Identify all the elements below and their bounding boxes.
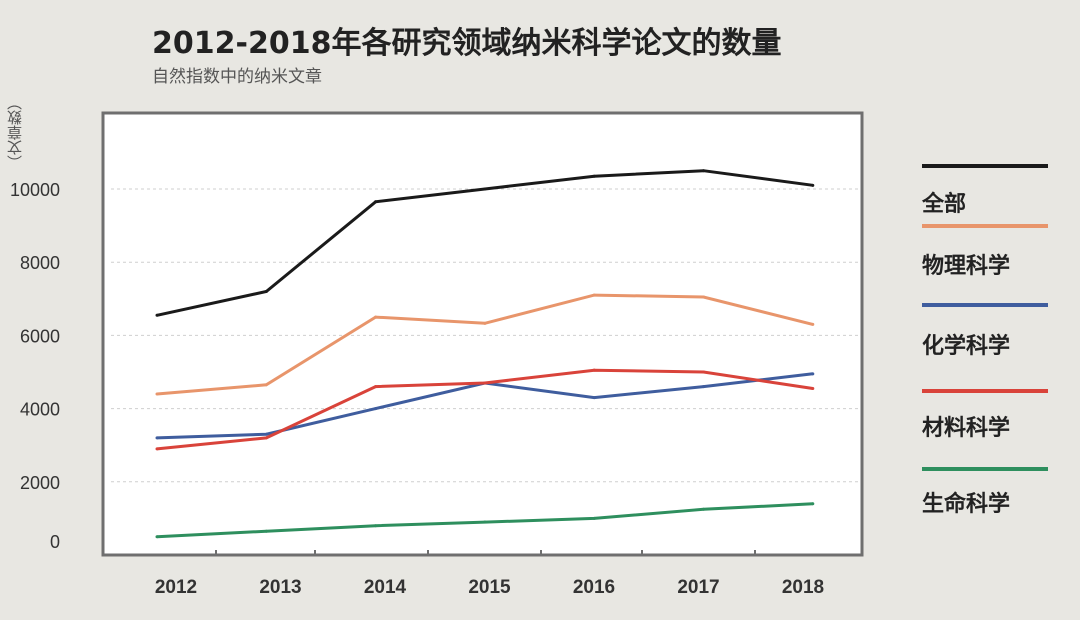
data-point (811, 386, 815, 390)
data-point (264, 289, 268, 293)
data-point (811, 183, 815, 187)
x-tick-label: 2012 (155, 577, 197, 598)
y-tick-label: 8000 (20, 253, 60, 273)
data-point (702, 370, 705, 374)
data-point (374, 524, 378, 528)
legend-label: 全部 (922, 192, 967, 217)
data-point (702, 295, 705, 299)
y-tick-label: 0 (50, 532, 60, 552)
plot-area (103, 113, 862, 555)
data-point (374, 407, 378, 411)
data-point (264, 432, 268, 436)
data-point (592, 396, 596, 400)
chart-subtitle: 自然指数中的纳米文章 (152, 67, 322, 87)
data-point (483, 321, 487, 325)
x-tick-label: 2015 (468, 577, 511, 598)
data-point (702, 169, 705, 173)
data-point (155, 535, 159, 539)
data-point (155, 392, 159, 396)
x-tick-label: 2014 (364, 577, 407, 598)
x-tick-label: 2013 (259, 577, 301, 598)
data-point (483, 520, 487, 524)
x-tick-label: 2017 (677, 577, 719, 598)
data-point (155, 436, 159, 440)
data-point (592, 368, 596, 372)
data-point (483, 187, 487, 191)
legend-label: 材料科学 (922, 416, 1011, 441)
y-tick-label: 4000 (20, 400, 60, 420)
legend-label: 生命科学 (922, 492, 1011, 517)
data-point (702, 385, 705, 389)
data-point (374, 315, 378, 319)
data-point (702, 507, 705, 511)
legend-label: 化学科学 (922, 334, 1011, 359)
x-tick-label: 2016 (573, 577, 615, 598)
y-tick-label: 2000 (20, 473, 60, 493)
data-point (592, 293, 596, 297)
data-point (483, 381, 487, 385)
data-point (264, 436, 268, 440)
chart-title: 2012-2018年各研究领域纳米科学论文的数量 (152, 26, 782, 61)
data-point (264, 383, 268, 387)
y-tick-label: 10000 (10, 180, 60, 200)
data-point (811, 322, 815, 326)
data-point (592, 516, 596, 520)
x-tick-label: 2018 (782, 577, 824, 598)
y-tick-label: 6000 (20, 326, 60, 346)
data-point (811, 502, 815, 506)
data-point (811, 372, 815, 376)
data-point (374, 385, 378, 389)
data-point (155, 447, 159, 451)
plot-frame (101, 111, 864, 557)
data-point (374, 200, 378, 204)
legend-label: 物理科学 (922, 254, 1011, 279)
data-point (264, 529, 268, 533)
data-point (592, 174, 596, 178)
data-point (155, 313, 159, 317)
